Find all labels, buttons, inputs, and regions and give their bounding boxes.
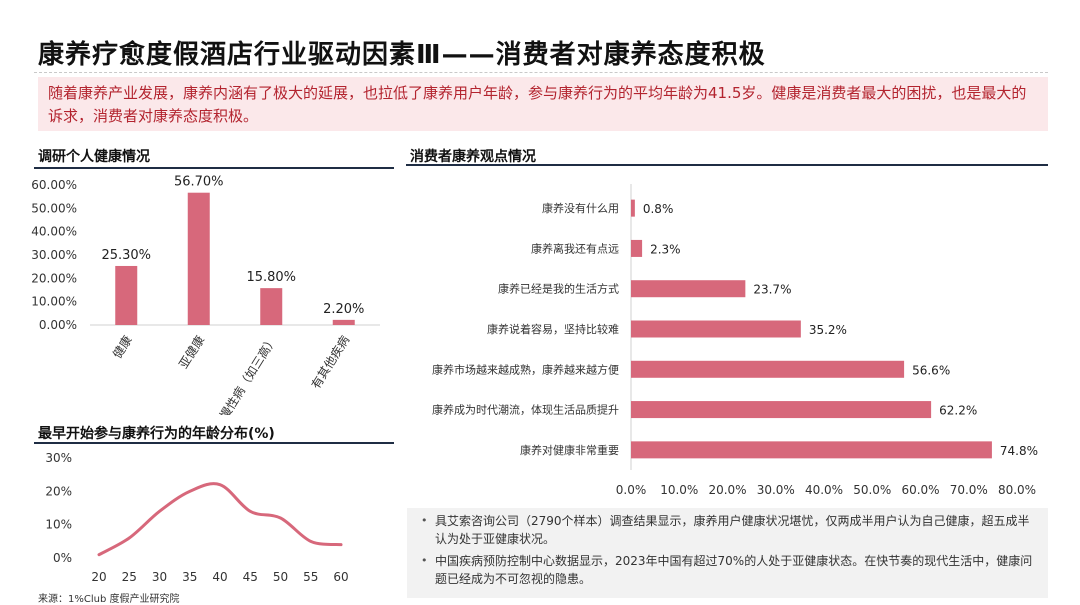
- y-tick-label: 20.00%: [31, 271, 77, 285]
- x-tick-label: 55: [303, 570, 318, 584]
- category-label: 康养已经是我的生活方式: [498, 282, 619, 296]
- bar: [332, 319, 355, 325]
- bar: [115, 265, 138, 325]
- opinion-bar-chart: 康养没有什么用 0.8% 康养离我还有点远 2.3% 康养已经是我的生活方式 23.7% 康…: [432, 184, 1038, 497]
- data-point: [97, 553, 101, 556]
- y-tick-label: 40.00%: [31, 225, 77, 239]
- opinion-section-rule: [406, 164, 1048, 166]
- age-section-title: 最早开始参与康养行为的年龄分布(%): [38, 426, 275, 442]
- bar: [631, 199, 635, 217]
- bar-value-label: 25.30%: [101, 248, 151, 263]
- category-label: 康养没有什么用: [542, 201, 619, 215]
- y-tick-label: 50.00%: [31, 201, 77, 215]
- category-label: 康养离我还有点远: [531, 241, 619, 255]
- data-point: [128, 536, 131, 540]
- series-line: [97, 482, 343, 557]
- page-title: 康养疗愈度假酒店行业驱动因素Ⅲ——消费者对康养态度积极: [38, 40, 766, 70]
- x-tick-label: 50.0%: [853, 483, 891, 497]
- category-label: 康养说着容易，坚持比较难: [487, 322, 619, 336]
- bullet-icon: •: [421, 554, 428, 567]
- health-bar-chart: 0.00% 10.00% 20.00% 30.00% 40.00% 50.00% 60.00…: [31, 175, 380, 415]
- y-tick-label: 30%: [45, 451, 72, 465]
- health-section-rule: [34, 167, 394, 169]
- bar-value-label: 56.6%: [912, 363, 950, 377]
- notes-box: • 具艾索咨询公司（2790个样本）调查结果显示，康养用户健康状况堪忧，仅两成半…: [407, 508, 1048, 598]
- x-tick-label: 0.0%: [616, 483, 647, 497]
- x-tick-label: 健康: [109, 333, 134, 361]
- bar: [631, 280, 746, 298]
- x-tick-label: 40: [212, 570, 227, 584]
- x-tick-label: 45: [243, 570, 258, 584]
- x-tick-label: 60.0%: [901, 483, 939, 497]
- bar-value-label: 0.8%: [643, 202, 674, 216]
- y-tick-label: 10.00%: [31, 295, 77, 309]
- opinion-section-title: 消费者康养观点情况: [410, 149, 536, 165]
- category-label: 康养成为时代潮流，体现生活品质提升: [432, 403, 619, 417]
- x-tick-label: 70.0%: [950, 483, 988, 497]
- bar: [631, 360, 905, 378]
- y-tick-label: 0.00%: [39, 318, 77, 332]
- data-point: [309, 540, 312, 543]
- source-note: 来源：1%Club 度假产业研究院: [38, 594, 180, 605]
- x-tick-label: 20: [91, 570, 106, 584]
- x-tick-label: 20.0%: [708, 483, 746, 497]
- y-tick-label: 30.00%: [31, 248, 77, 262]
- x-tick-label: 亚健康: [175, 333, 207, 371]
- x-tick-label: 有其他疾病: [308, 333, 353, 392]
- x-tick-label: 10.0%: [660, 483, 698, 497]
- data-point: [158, 510, 161, 513]
- bar: [631, 401, 932, 419]
- bar: [631, 239, 643, 257]
- bar-value-label: 23.7%: [753, 283, 791, 297]
- x-tick-label: 有慢性病（如三高）: [210, 333, 280, 415]
- title-divider: [34, 72, 1048, 73]
- note-item: • 具艾索咨询公司（2790个样本）调查结果显示，康养用户健康状况堪忧，仅两成半…: [421, 512, 1038, 548]
- x-tick-label: 30.0%: [757, 483, 795, 497]
- data-point: [249, 510, 252, 513]
- health-section-title: 调研个人健康情况: [38, 149, 150, 165]
- bullet-icon: •: [421, 514, 428, 527]
- bar-value-label: 35.2%: [809, 323, 847, 337]
- x-tick-label: 60: [333, 570, 348, 584]
- bar-value-label: 2.3%: [650, 242, 681, 256]
- x-tick-label: 50: [273, 570, 288, 584]
- y-tick-label: 60.00%: [31, 178, 77, 192]
- y-tick-label: 0%: [53, 551, 72, 565]
- data-point: [279, 516, 282, 520]
- y-tick-label: 20%: [45, 484, 72, 498]
- x-tick-label: 35: [182, 570, 197, 584]
- y-tick-label: 10%: [45, 518, 72, 532]
- note-text: 中国疾病预防控制中心数据显示，2023年中国有超过70%的人处于亚健康状态。在快…: [435, 554, 1033, 586]
- age-line-chart: 0% 10% 20% 30% 20 25 30 35 40 45 50 55 60: [45, 451, 348, 584]
- bar-value-label: 74.8%: [1000, 444, 1038, 458]
- bar-value-label: 2.20%: [323, 302, 364, 317]
- note-text: 具艾索咨询公司（2790个样本）调查结果显示，康养用户健康状况堪忧，仅两成半用户…: [435, 514, 1030, 546]
- category-label: 康养对健康非常重要: [520, 443, 619, 457]
- intro-text: 随着康养产业发展，康养内涵有了极大的延展，也拉低了康养用户年龄，参与康养行为的平…: [48, 84, 1027, 125]
- x-tick-label: 30: [152, 570, 167, 584]
- note-item: • 中国疾病预防控制中心数据显示，2023年中国有超过70%的人处于亚健康状态。…: [421, 552, 1038, 588]
- data-point: [339, 543, 343, 546]
- bar-value-label: 56.70%: [174, 175, 224, 190]
- bar: [260, 288, 283, 325]
- bar: [631, 320, 801, 338]
- bar-value-label: 15.80%: [246, 270, 296, 285]
- age-section-rule: [34, 442, 394, 444]
- bar: [631, 441, 992, 459]
- data-point: [188, 490, 191, 493]
- data-point: [218, 483, 222, 486]
- x-tick-label: 25: [122, 570, 137, 584]
- intro-summary-box: 随着康养产业发展，康养内涵有了极大的延展，也拉低了康养用户年龄，参与康养行为的平…: [38, 77, 1048, 131]
- x-tick-label: 40.0%: [805, 483, 843, 497]
- bar-value-label: 62.2%: [939, 404, 977, 418]
- x-tick-label: 80.0%: [998, 483, 1036, 497]
- category-label: 康养市场越来越成熟，康养越来越方便: [432, 362, 619, 376]
- bar: [187, 192, 210, 325]
